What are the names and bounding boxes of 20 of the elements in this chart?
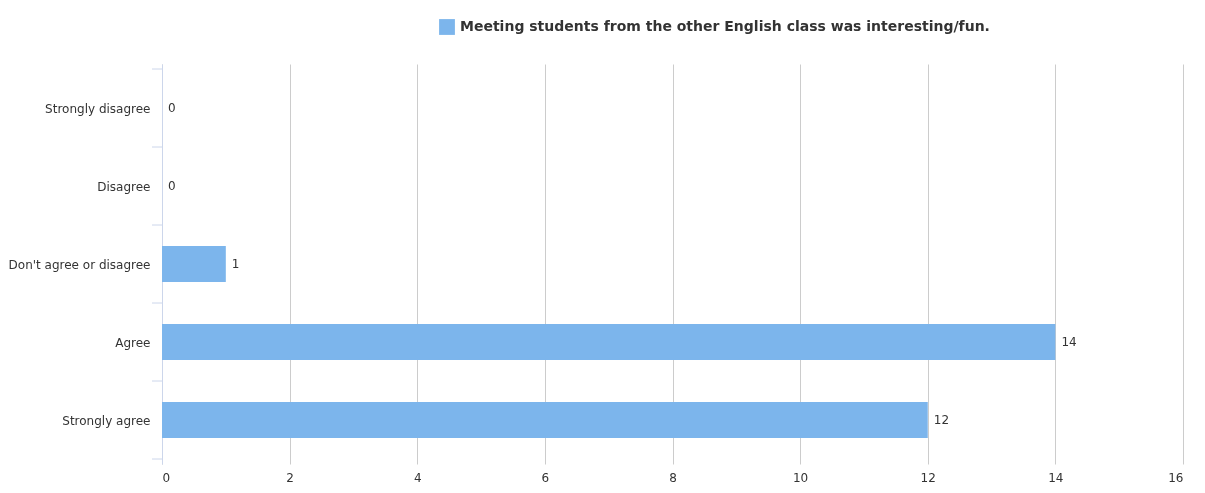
legend-label: Meeting students from the other English class was interesting/fun.	[460, 18, 990, 34]
x-tick-label: 0	[162, 470, 171, 485]
x-tick-label: 10	[792, 470, 809, 485]
y-tick-label: Strongly disagree	[45, 101, 151, 116]
y-tick-label: Don't agree or disagree	[8, 257, 151, 272]
y-tick-label: Agree	[115, 335, 151, 350]
data-label: 12	[933, 413, 950, 427]
data-label: 0	[168, 101, 176, 115]
x-tick-label: 14	[1048, 470, 1064, 485]
x-tick-label: 6	[541, 470, 550, 485]
x-tick-label: 4	[413, 470, 422, 485]
data-label: 0	[168, 179, 176, 193]
x-tick-label: 8	[669, 470, 677, 485]
data-label: 1	[231, 257, 240, 271]
y-tick-label: Disagree	[97, 179, 151, 194]
y-tick-label: Strongly agree	[62, 413, 151, 428]
x-tick-label: 12	[920, 470, 936, 485]
data-label: 14	[1061, 335, 1077, 349]
x-tick-label: 16	[1168, 470, 1184, 485]
x-tick-label: 2	[286, 470, 294, 485]
